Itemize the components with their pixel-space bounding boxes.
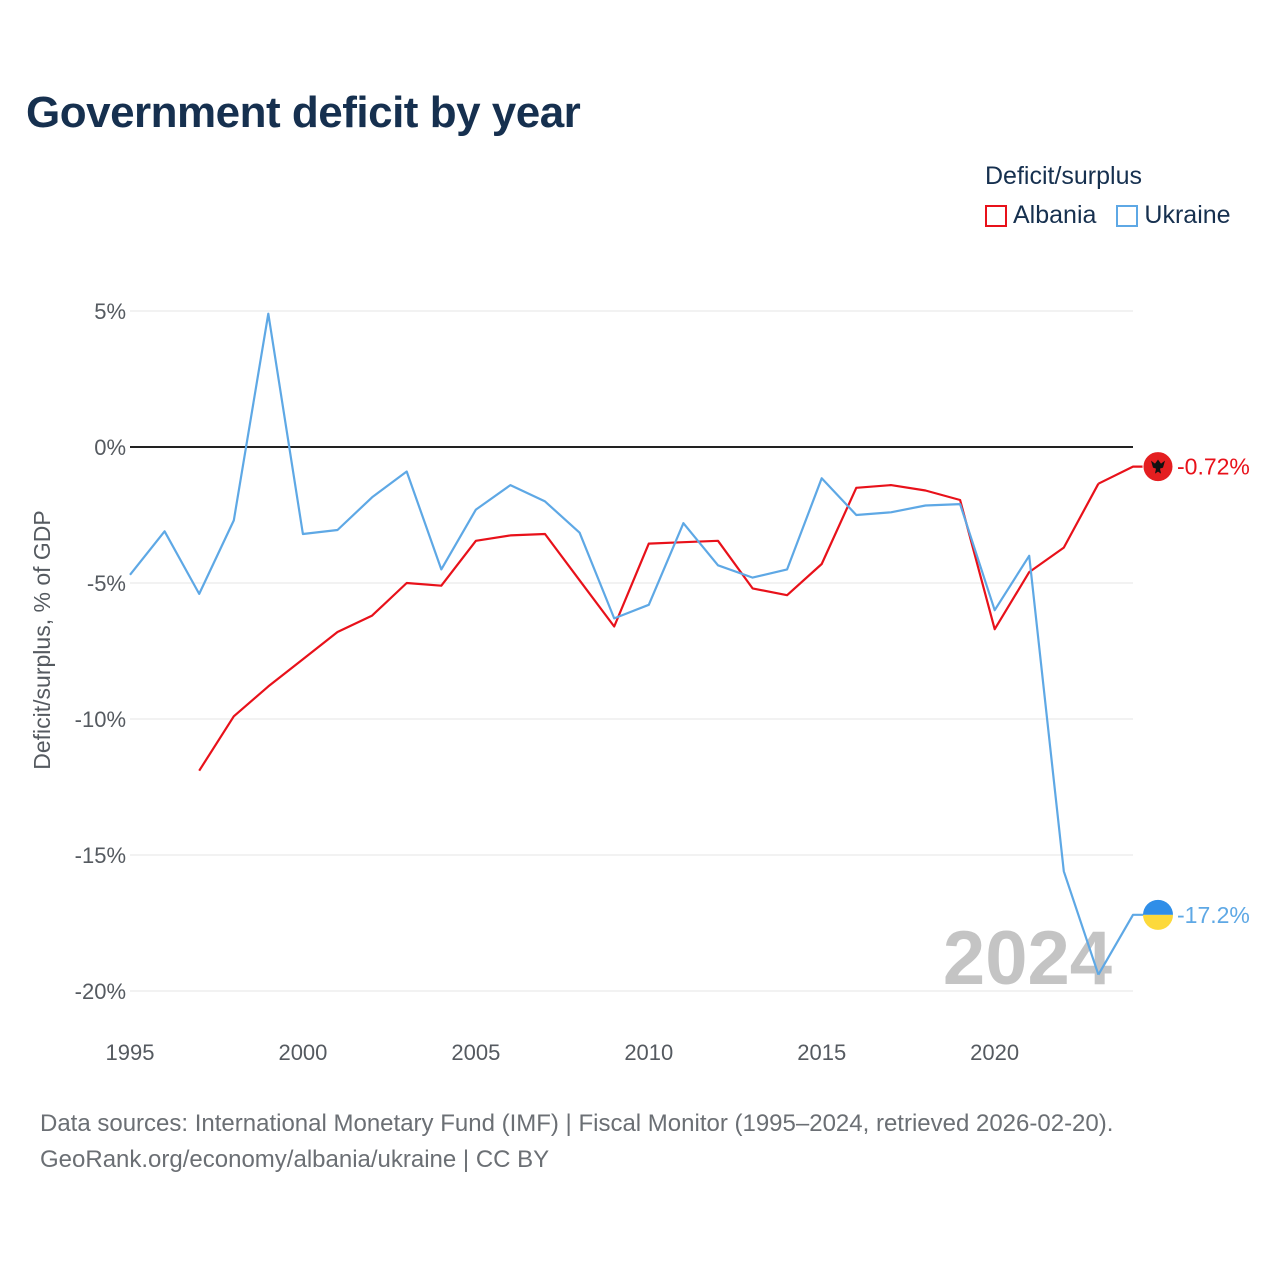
legend-swatch-albania <box>985 204 1007 227</box>
x-tick-label: 2015 <box>797 1040 846 1065</box>
source-line-2[interactable]: GeoRank.org/economy/albania/ukraine | CC… <box>40 1146 550 1173</box>
series-line-ukraine[interactable] <box>129 312 1100 976</box>
x-tick-label: 2005 <box>451 1040 500 1065</box>
y-tick-label: -15% <box>75 843 126 868</box>
y-tick-label: -20% <box>75 979 126 1004</box>
legend: Deficit/surplus Albania Ukraine <box>985 162 1231 230</box>
series-line-end-albania <box>1097 465 1144 485</box>
line-chart: 5% 0% -5% -10% -15% -20% 1995 2000 2005 2010 2015… <box>29 299 1250 1065</box>
ukraine-flag-icon <box>1143 899 1173 930</box>
y-axis-title: Deficit/surplus, % of GDP <box>29 510 55 769</box>
legend-label-ukraine: Ukraine <box>1144 201 1231 229</box>
x-tick-label: 2010 <box>624 1040 673 1065</box>
source-line-1: Data sources: International Monetary Fun… <box>40 1110 1114 1137</box>
year-watermark: 2024 <box>943 916 1112 1001</box>
x-tick-label: 2000 <box>278 1040 327 1065</box>
legend-swatch-ukraine <box>1116 204 1139 227</box>
source-note: Data sources: International Monetary Fun… <box>40 1106 1113 1178</box>
y-tick-label: -10% <box>75 707 126 732</box>
series-line-albania[interactable] <box>198 483 1100 772</box>
chart-title: Government deficit by year <box>26 88 581 137</box>
albania-flag-icon <box>1142 451 1174 483</box>
x-tick-label: 2020 <box>970 1040 1019 1065</box>
x-tick-label: 1995 <box>106 1040 155 1065</box>
legend-item-albania[interactable]: Albania <box>985 201 1096 230</box>
end-label-albania: -0.72% <box>1177 454 1250 480</box>
legend-item-ukraine[interactable]: Ukraine <box>1116 201 1231 230</box>
y-tick-label: 0% <box>94 435 126 460</box>
series-line-end-ukraine <box>1097 913 1144 976</box>
end-label-ukraine: -17.2% <box>1177 902 1250 928</box>
y-tick-label: -5% <box>87 571 126 596</box>
legend-label-albania: Albania <box>1013 201 1097 229</box>
legend-title: Deficit/surplus <box>985 162 1142 190</box>
y-tick-label: 5% <box>94 299 126 324</box>
